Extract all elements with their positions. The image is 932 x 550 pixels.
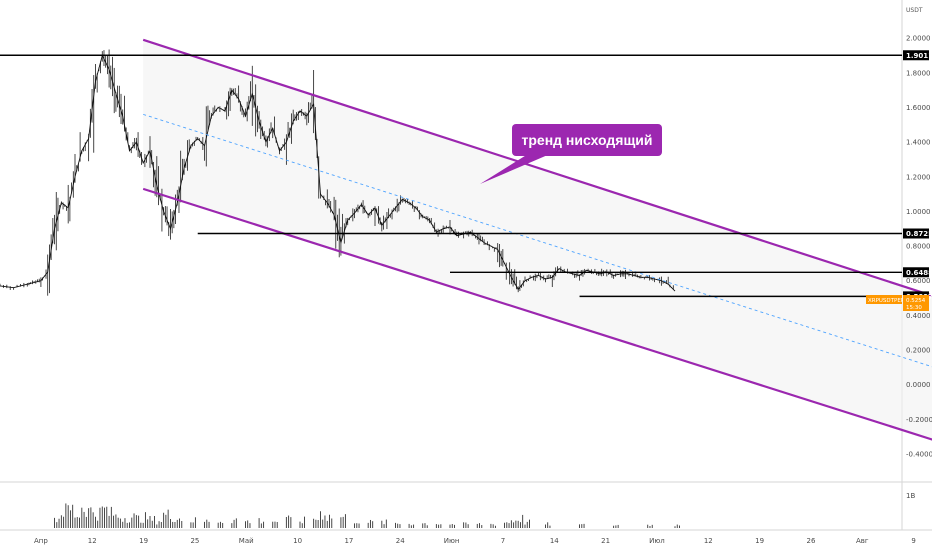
- x-tick-label: 9: [911, 537, 915, 545]
- current-price-time: 15:30: [906, 305, 922, 311]
- currency-label: USDT: [906, 7, 923, 14]
- channel-lower-line: [142, 187, 932, 441]
- x-tick-label: Апр: [34, 537, 48, 545]
- x-tick-label: 24: [396, 537, 405, 545]
- x-tick-label: 12: [88, 537, 97, 545]
- y-tick-label: 1.6000: [906, 104, 931, 112]
- channel-midline: [143, 113, 932, 368]
- x-tick-label: Июл: [649, 537, 665, 545]
- volume-series: [54, 503, 680, 528]
- level-label: 1.9011: [906, 52, 932, 60]
- x-tick-label: 14: [550, 537, 559, 545]
- y-tick-label: 1.8000: [906, 69, 931, 77]
- channel-upper-line: [142, 38, 932, 297]
- x-tick-label: 12: [704, 537, 713, 545]
- y-tick-label: 1.4000: [906, 139, 931, 147]
- x-tick-label: 19: [755, 537, 764, 545]
- y-tick-label: 0.4000: [906, 312, 931, 320]
- annotation-text: тренд нисходящий: [522, 132, 653, 148]
- y-tick-label: 0.0000: [906, 381, 931, 389]
- x-tick-label: Май: [239, 537, 254, 545]
- symbol-tag: [866, 295, 902, 304]
- level-tag: [903, 228, 929, 239]
- level-label: 0.8725: [906, 230, 932, 238]
- x-tick-label: 19: [139, 537, 148, 545]
- x-tick-label: 17: [344, 537, 353, 545]
- current-price-marker: XRPUSDTPERP 0.5254 15:30: [866, 295, 929, 311]
- y-tick-label: 0.2000: [906, 347, 931, 355]
- y-tick-label: 2.0000: [906, 35, 931, 43]
- y-tick-label: -0.2000: [906, 416, 932, 424]
- x-tick-label: 21: [601, 537, 610, 545]
- x-tick-label: 26: [807, 537, 816, 545]
- annotation-box: [512, 124, 662, 156]
- current-price-label: 0.5254: [906, 298, 926, 304]
- y-tick-label: 0.8000: [906, 243, 931, 251]
- trend-annotation: тренд нисходящий: [480, 124, 662, 184]
- y-tick-label: 0.6000: [906, 277, 931, 285]
- x-tick-label: 25: [190, 537, 199, 545]
- channel-fill: [143, 39, 932, 440]
- current-price-tag: [903, 295, 929, 311]
- price-line: [0, 54, 676, 292]
- x-tick-label: Авг: [856, 537, 869, 545]
- x-tick-label: Июн: [444, 537, 460, 545]
- level-tag: [903, 267, 929, 278]
- x-tick-label: 7: [501, 537, 505, 545]
- level-tag: [903, 50, 929, 61]
- y-tick-label: 1.0000: [906, 208, 931, 216]
- y-tick-label: -0.4000: [906, 451, 932, 459]
- y-tick-label: 1.2000: [906, 173, 931, 181]
- volume-tick-label: 1B: [906, 492, 915, 500]
- level-label: 0.6488: [906, 269, 932, 277]
- symbol-tag-label: XRPUSDTPERP: [868, 298, 909, 304]
- x-tick-label: 10: [293, 537, 302, 545]
- annotation-pointer: [480, 154, 550, 184]
